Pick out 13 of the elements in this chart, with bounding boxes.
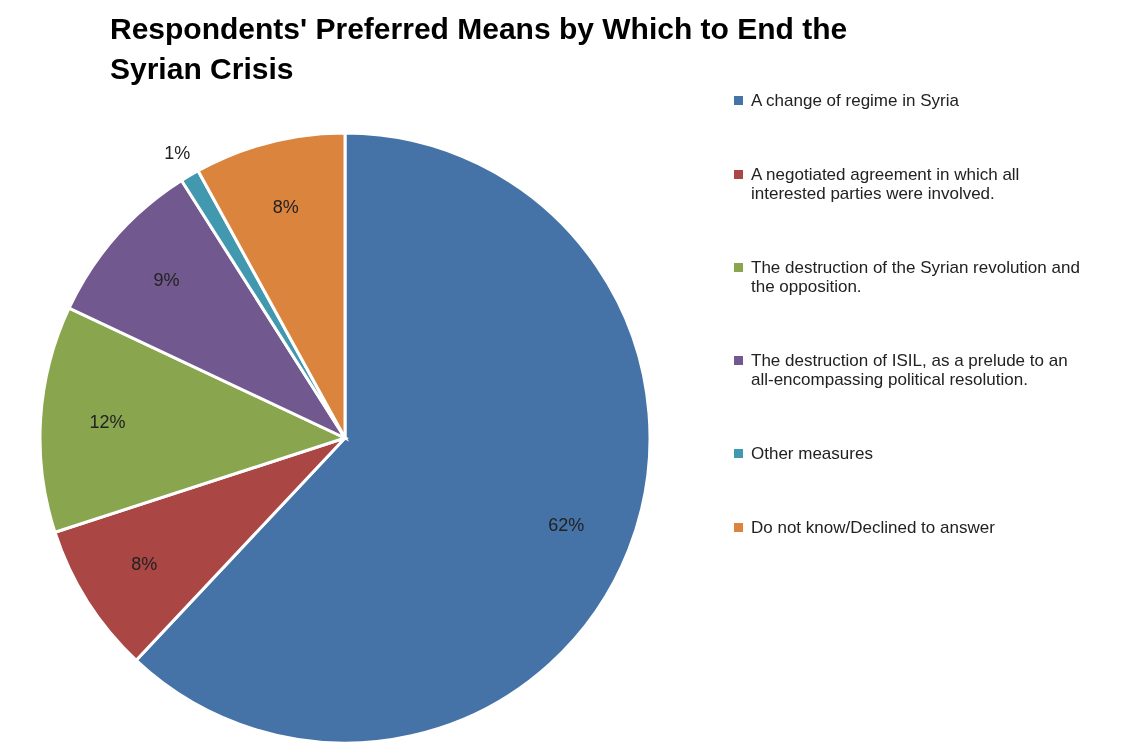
data-label: 9%	[153, 269, 180, 290]
legend-label: Other measures	[751, 443, 873, 463]
data-label: 1%	[164, 143, 191, 164]
legend-label: The destruction of ISIL, as a prelude to an all-encompassing political resolution.	[751, 350, 1068, 389]
legend-label: A negotiated agreement in which all interested parties were involved.	[751, 164, 1020, 203]
legend-label: The destruction of the Syrian revolution and the opposition.	[751, 257, 1080, 296]
data-label: 8%	[272, 196, 299, 217]
legend-label: A change of regime in Syria	[751, 90, 960, 110]
data-label: 62%	[548, 514, 585, 535]
data-label: 8%	[131, 554, 158, 575]
legend-label: Do not know/Declined to answer	[751, 517, 996, 537]
chart-title: Respondents' Preferred Means by Which to End the Syrian Crisis	[110, 12, 848, 85]
data-label: 12%	[89, 412, 126, 433]
